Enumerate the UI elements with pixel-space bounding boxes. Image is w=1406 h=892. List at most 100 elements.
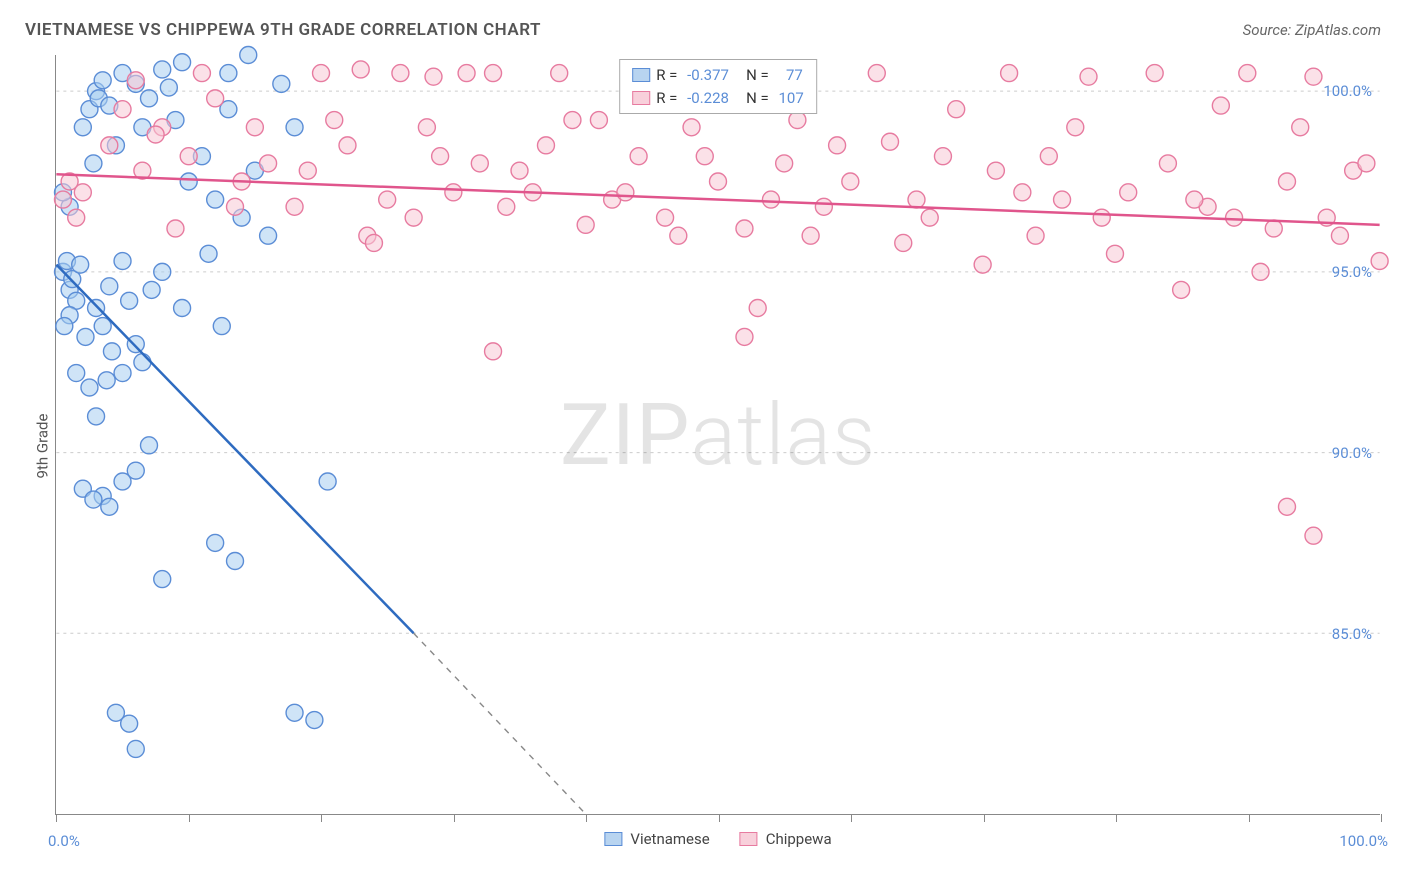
data-point [425, 68, 442, 85]
legend-swatch [604, 832, 622, 846]
data-point [207, 90, 224, 107]
data-point [1106, 245, 1123, 262]
legend-n-label: N = [735, 64, 773, 87]
data-point [683, 119, 700, 136]
data-point [286, 198, 303, 215]
data-point [56, 318, 73, 335]
data-point [68, 209, 85, 226]
data-point [72, 256, 89, 273]
data-point [352, 61, 369, 78]
data-point [286, 704, 303, 721]
data-point [392, 65, 409, 82]
legend-r-value: -0.377 [687, 64, 729, 87]
data-point [710, 173, 727, 190]
data-point [948, 101, 965, 118]
data-point [193, 65, 210, 82]
data-point [1027, 227, 1044, 244]
data-point [180, 148, 197, 165]
data-point [101, 137, 118, 154]
data-point [260, 227, 277, 244]
data-point [934, 148, 951, 165]
data-point [127, 462, 144, 479]
legend-r-label: R = [656, 64, 681, 87]
data-point [736, 220, 753, 237]
legend-n-label: N = [735, 87, 773, 110]
data-point [696, 148, 713, 165]
data-point [1226, 209, 1243, 226]
data-point [749, 300, 766, 317]
x-tick [719, 814, 720, 822]
data-point [1305, 527, 1322, 544]
data-point [101, 278, 118, 295]
data-point [1146, 65, 1163, 82]
legend-label: Vietnamese [630, 830, 709, 848]
data-point [762, 191, 779, 208]
data-point [246, 119, 263, 136]
y-tick-label: 100.0% [1323, 82, 1372, 100]
data-point [127, 740, 144, 757]
data-point [1331, 227, 1348, 244]
data-point [895, 234, 912, 251]
data-point [617, 184, 634, 201]
x-tick [1381, 814, 1382, 822]
data-point [1292, 119, 1309, 136]
data-point [511, 162, 528, 179]
chart-title: VIETNAMESE VS CHIPPEWA 9TH GRADE CORRELA… [25, 20, 541, 40]
data-point [134, 354, 151, 371]
data-point [1080, 68, 1097, 85]
data-point [127, 336, 144, 353]
data-point [974, 256, 991, 273]
series-legend: VietnameseChippewa [604, 830, 831, 848]
data-point [143, 281, 160, 298]
data-point [1279, 173, 1296, 190]
data-point [141, 90, 158, 107]
data-point [537, 137, 554, 154]
data-point [54, 191, 71, 208]
data-point [174, 300, 191, 317]
x-tick [321, 814, 322, 822]
y-axis-label: 9th Grade [33, 414, 51, 479]
data-point [313, 65, 330, 82]
data-point [1265, 220, 1282, 237]
data-point [921, 209, 938, 226]
data-point [127, 72, 144, 89]
data-point [1001, 65, 1018, 82]
data-point [432, 148, 449, 165]
data-point [987, 162, 1004, 179]
data-point [1159, 155, 1176, 172]
data-point [1371, 253, 1388, 270]
data-point [577, 216, 594, 233]
data-point [485, 343, 502, 360]
data-point [101, 498, 118, 515]
legend-swatch [632, 68, 650, 82]
legend-n-value: 107 [779, 87, 804, 110]
trend-line [56, 265, 413, 634]
data-point [1305, 68, 1322, 85]
data-point [98, 372, 115, 389]
data-point [160, 79, 177, 96]
y-tick-label: 95.0% [1332, 263, 1372, 281]
data-point [207, 534, 224, 551]
data-point [207, 191, 224, 208]
data-point [147, 126, 164, 143]
data-point [458, 65, 475, 82]
data-point [200, 245, 217, 262]
data-point [174, 54, 191, 71]
data-point [154, 571, 171, 588]
data-point [868, 65, 885, 82]
data-point [365, 234, 382, 251]
x-tick [56, 814, 57, 822]
data-point [471, 155, 488, 172]
data-point [85, 491, 102, 508]
data-point [802, 227, 819, 244]
y-tick-label: 90.0% [1332, 444, 1372, 462]
data-point [319, 473, 336, 490]
data-point [227, 198, 244, 215]
data-point [1279, 498, 1296, 515]
data-point [630, 148, 647, 165]
data-point [776, 155, 793, 172]
data-point [1014, 184, 1031, 201]
data-point [167, 220, 184, 237]
data-point [273, 75, 290, 92]
data-point [1120, 184, 1137, 201]
